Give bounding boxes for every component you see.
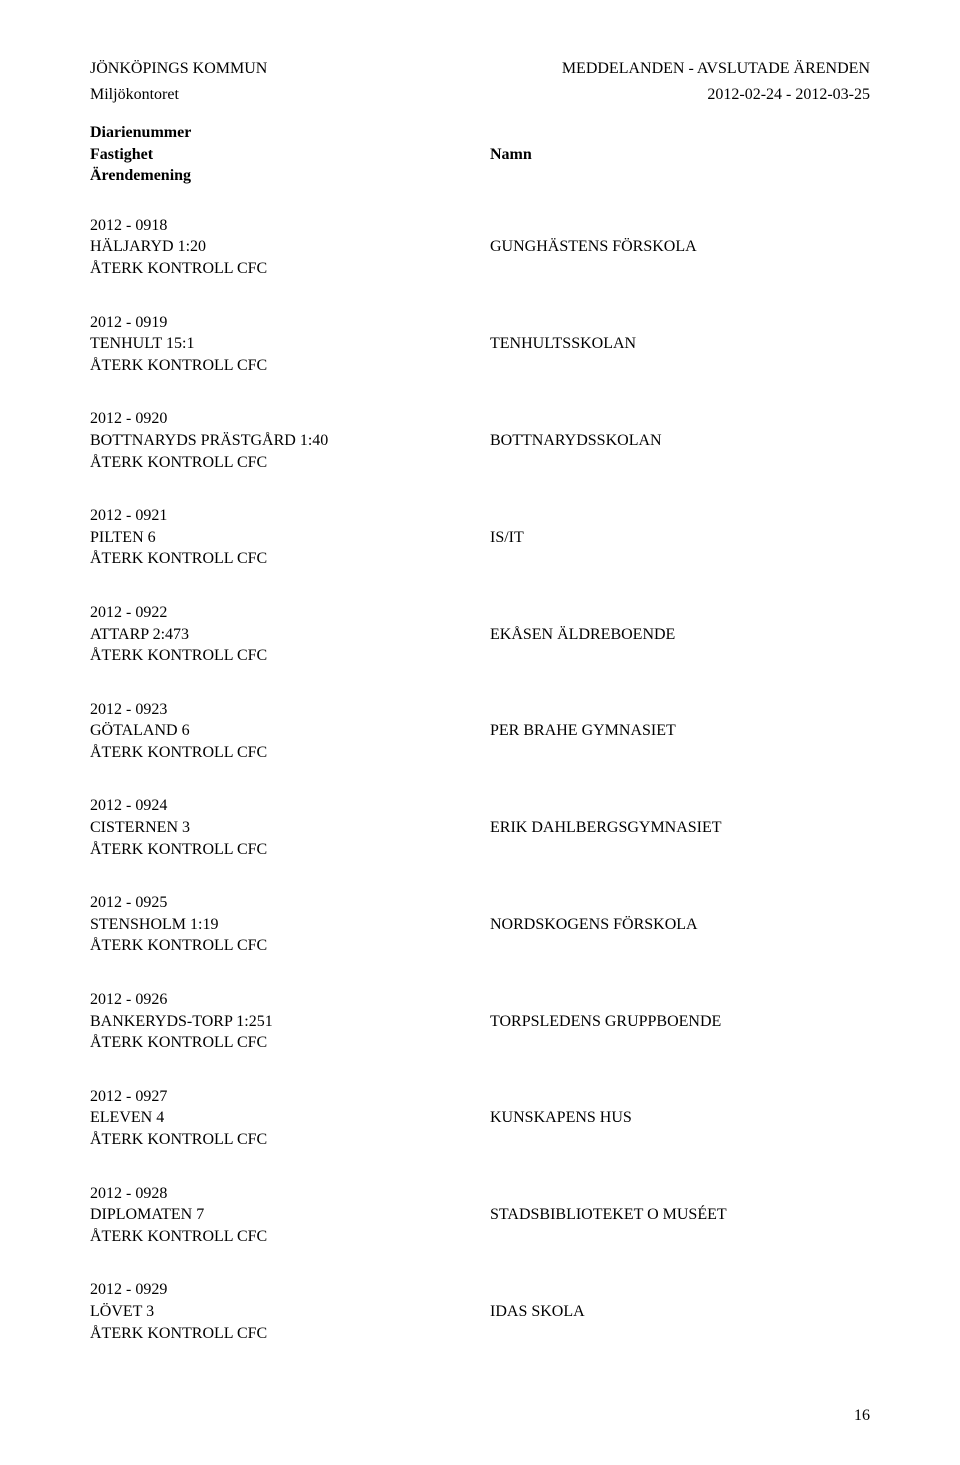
entry: 2012 - 0919TENHULT 15:1TENHULTSSKOLANÅTE… [90,312,870,377]
entry: 2012 - 0920BOTTNARYDS PRÄSTGÅRD 1:40BOTT… [90,408,870,473]
entry-namn: TORPSLEDENS GRUPPBOENDE [490,1011,870,1033]
entry-mening: ÅTERK KONTROLL CFC [90,548,490,570]
entry-mening: ÅTERK KONTROLL CFC [90,935,490,957]
entry-namn: STADSBIBLIOTEKET O MUSÉET [490,1204,870,1226]
entry-namn: EKÅSEN ÄLDREBOENDE [490,624,870,646]
department: Miljökontoret [90,86,179,104]
entry-fastighet: BOTTNARYDS PRÄSTGÅRD 1:40 [90,430,490,452]
document-page: JÖNKÖPINGS KOMMUN MEDDELANDEN - AVSLUTAD… [0,0,960,1465]
entry-fastighet: HÄLJARYD 1:20 [90,236,490,258]
entry-namn: GUNGHÄSTENS FÖRSKOLA [490,236,870,258]
entry-mening: ÅTERK KONTROLL CFC [90,452,490,474]
entry-id: 2012 - 0923 [90,699,490,721]
entry: 2012 - 0921PILTEN 6IS/ITÅTERK KONTROLL C… [90,505,870,570]
entry-namn: IS/IT [490,527,870,549]
entry-id: 2012 - 0919 [90,312,490,334]
entry-id: 2012 - 0920 [90,408,490,430]
entry-fastighet: LÖVET 3 [90,1301,490,1323]
entry-namn: ERIK DAHLBERGSGYMNASIET [490,817,870,839]
entry-fastighet: ELEVEN 4 [90,1107,490,1129]
sub-header-row: Miljökontoret 2012-02-24 - 2012-03-25 [90,86,870,104]
entry-fastighet: GÖTALAND 6 [90,720,490,742]
column-labels: Diarienummer Fastighet Namn Ärendemening [90,122,870,187]
entry-mening: ÅTERK KONTROLL CFC [90,742,490,764]
page-number: 16 [854,1407,870,1425]
entry-mening: ÅTERK KONTROLL CFC [90,1323,490,1345]
entries-container: 2012 - 0918HÄLJARYD 1:20GUNGHÄSTENS FÖRS… [90,215,870,1344]
entry-mening: ÅTERK KONTROLL CFC [90,839,490,861]
entry-id: 2012 - 0927 [90,1086,490,1108]
entry: 2012 - 0929LÖVET 3IDAS SKOLAÅTERK KONTRO… [90,1279,870,1344]
entry-namn: KUNSKAPENS HUS [490,1107,870,1129]
entry: 2012 - 0918HÄLJARYD 1:20GUNGHÄSTENS FÖRS… [90,215,870,280]
entry-fastighet: TENHULT 15:1 [90,333,490,355]
entry-fastighet: BANKERYDS-TORP 1:251 [90,1011,490,1033]
entry-mening: ÅTERK KONTROLL CFC [90,645,490,667]
entry: 2012 - 0926BANKERYDS-TORP 1:251TORPSLEDE… [90,989,870,1054]
entry-mening: ÅTERK KONTROLL CFC [90,1032,490,1054]
entry-id: 2012 - 0928 [90,1183,490,1205]
entry: 2012 - 0924CISTERNEN 3ERIK DAHLBERGSGYMN… [90,795,870,860]
entry-id: 2012 - 0921 [90,505,490,527]
entry-id: 2012 - 0929 [90,1279,490,1301]
entry-id: 2012 - 0922 [90,602,490,624]
date-range: 2012-02-24 - 2012-03-25 [707,86,870,104]
entry: 2012 - 0925STENSHOLM 1:19NORDSKOGENS FÖR… [90,892,870,957]
label-blank2 [490,165,870,187]
entry-fastighet: DIPLOMATEN 7 [90,1204,490,1226]
entry: 2012 - 0922ATTARP 2:473EKÅSEN ÄLDREBOEND… [90,602,870,667]
entry-id: 2012 - 0918 [90,215,490,237]
entry-mening: ÅTERK KONTROLL CFC [90,258,490,280]
entry: 2012 - 0927ELEVEN 4KUNSKAPENS HUSÅTERK K… [90,1086,870,1151]
header-row: JÖNKÖPINGS KOMMUN MEDDELANDEN - AVSLUTAD… [90,60,870,78]
entry-namn: PER BRAHE GYMNASIET [490,720,870,742]
entry-id: 2012 - 0925 [90,892,490,914]
label-namn: Namn [490,144,870,166]
entry-id: 2012 - 0926 [90,989,490,1011]
entry-fastighet: ATTARP 2:473 [90,624,490,646]
label-diarienummer: Diarienummer [90,122,490,144]
label-fastighet: Fastighet [90,144,490,166]
label-blank [490,122,870,144]
entry: 2012 - 0923GÖTALAND 6PER BRAHE GYMNASIET… [90,699,870,764]
entry-id: 2012 - 0924 [90,795,490,817]
entry-fastighet: STENSHOLM 1:19 [90,914,490,936]
entry-namn: IDAS SKOLA [490,1301,870,1323]
entry-mening: ÅTERK KONTROLL CFC [90,1226,490,1248]
doc-title: MEDDELANDEN - AVSLUTADE ÄRENDEN [562,60,870,78]
entry-mening: ÅTERK KONTROLL CFC [90,355,490,377]
entry-namn: NORDSKOGENS FÖRSKOLA [490,914,870,936]
entry-namn: TENHULTSSKOLAN [490,333,870,355]
entry-mening: ÅTERK KONTROLL CFC [90,1129,490,1151]
entry: 2012 - 0928DIPLOMATEN 7STADSBIBLIOTEKET … [90,1183,870,1248]
label-arendemening: Ärendemening [90,165,490,187]
entry-fastighet: PILTEN 6 [90,527,490,549]
entry-namn: BOTTNARYDSSKOLAN [490,430,870,452]
entry-fastighet: CISTERNEN 3 [90,817,490,839]
org-name: JÖNKÖPINGS KOMMUN [90,60,267,78]
